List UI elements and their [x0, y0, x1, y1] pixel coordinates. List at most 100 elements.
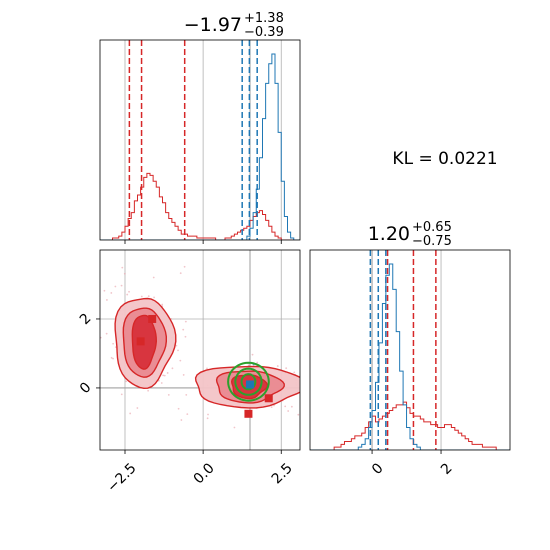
joint-sample-point — [100, 336, 102, 339]
joint-sample-point — [105, 299, 108, 301]
p2-title-main: 1.20 — [368, 223, 410, 245]
joint-marker — [244, 409, 253, 418]
panel-joint: −2.5 0.0 2.5 0 2 — [49, 249, 385, 496]
joint-sample-point — [120, 393, 123, 396]
joint-sample-point — [312, 341, 314, 343]
joint-sample-point — [120, 284, 123, 287]
p1-title-minus: −0.39 — [244, 25, 284, 40]
joint-sample-point — [287, 410, 290, 412]
p1-title-main: −1.97 — [184, 14, 242, 36]
p1-hist-ticks — [124, 240, 282, 244]
p1-hist-series-0 — [100, 172, 300, 240]
joint-sample-point — [206, 417, 209, 420]
joint-sample-point — [110, 292, 113, 294]
p1-hist-series-1 — [100, 53, 300, 240]
joint-sample-point — [180, 419, 183, 421]
joint-sample-point — [256, 361, 259, 364]
joint-contour-2-level-1 — [234, 367, 263, 396]
p2-hist-series-0 — [310, 401, 510, 450]
joint-frame — [99, 249, 301, 451]
joint-sample-point — [313, 390, 315, 392]
joint-sample-point — [383, 385, 385, 387]
joint-sample-point — [183, 265, 186, 268]
joint-sample-point — [179, 359, 182, 362]
p2-hist-plot — [310, 250, 510, 450]
joint-sample-point — [171, 367, 174, 370]
joint-sample-point — [103, 289, 106, 292]
joint-sample-point — [160, 382, 163, 384]
joint-marker — [246, 380, 254, 389]
joint-sample-point — [129, 412, 132, 415]
joint-sample-point — [314, 404, 316, 406]
joint-sample-point — [162, 374, 165, 377]
joint-sample-point — [105, 332, 108, 335]
joint-marker — [264, 394, 273, 403]
joint-sample-point — [167, 394, 170, 396]
joint-sample-point — [184, 335, 187, 338]
joint-sample-point — [177, 349, 179, 352]
joint-sample-point — [49, 299, 51, 301]
joint-sample-point — [182, 374, 185, 376]
joint-x-tick-label: 0.0 — [191, 460, 218, 487]
joint-sample-point — [177, 407, 180, 410]
panel-p1-hist: −1.97 +1.38 −0.39 — [99, 11, 301, 244]
joint-sample-point — [153, 296, 155, 299]
joint-sample-point — [128, 290, 130, 293]
joint-y-tick-label: 0 — [77, 379, 95, 397]
joint-sample-point — [276, 365, 279, 367]
joint-sample-point — [112, 342, 115, 345]
joint-sample-point — [163, 374, 166, 377]
joint-sample-point — [147, 295, 150, 298]
joint-sample-point — [304, 400, 306, 402]
joint-sample-point — [126, 293, 129, 296]
joint-y-tick-label: 2 — [77, 310, 95, 328]
joint-sample-point — [182, 328, 185, 331]
joint-sample-point — [285, 367, 288, 370]
joint-sample-point — [112, 357, 114, 360]
p1-hist-plot — [100, 40, 300, 240]
p2-title-minus: −0.75 — [412, 234, 452, 249]
joint-x-tick-label: −2.5 — [104, 460, 139, 495]
joint-marker — [136, 337, 145, 346]
joint-sample-point — [251, 353, 254, 356]
joint-sample-point — [147, 389, 150, 392]
joint-sample-point — [284, 405, 287, 408]
joint-sample-point — [96, 358, 98, 360]
joint-sample-point — [136, 407, 139, 409]
p1-title: −1.97 — [184, 14, 242, 36]
joint-contour-2-level-0 — [227, 361, 270, 402]
joint-sample-point — [307, 371, 309, 373]
p2-tick-label: 2 — [438, 460, 456, 478]
p2-title-plus: +0.65 — [412, 220, 452, 235]
joint-sample-point — [114, 285, 117, 288]
joint-sample-point — [270, 406, 273, 409]
p1-hist-frame — [99, 39, 301, 241]
joint-sample-point — [207, 413, 209, 416]
joint-sample-point — [140, 295, 143, 298]
joint-sample-point — [184, 320, 187, 323]
p1-title-plus: +1.38 — [244, 11, 284, 26]
joint-sample-point — [233, 426, 236, 429]
joint-sample-point — [121, 266, 124, 269]
joint-sample-point — [236, 453, 238, 455]
joint-marker — [148, 314, 157, 323]
joint-sample-point — [166, 372, 169, 374]
kl-annotation: KL = 0.0221 — [392, 149, 497, 169]
joint-sample-point — [186, 413, 189, 416]
joint-sample-point — [293, 371, 296, 374]
joint-plot — [49, 265, 385, 455]
joint-sample-point — [175, 344, 178, 347]
joint-sample-point — [330, 377, 332, 379]
joint-x-tick-label: 2.5 — [269, 460, 296, 487]
joint-sample-point — [297, 413, 300, 416]
joint-sample-point — [125, 380, 128, 383]
joint-sample-point — [290, 405, 293, 408]
joint-sample-point — [110, 356, 113, 359]
p2-title: 1.20 — [368, 223, 410, 245]
joint-sample-point — [161, 303, 164, 306]
p2-tick-label: 0 — [369, 460, 387, 478]
p2-hist-series-1 — [310, 263, 510, 450]
p2-hist-frame — [309, 249, 511, 451]
